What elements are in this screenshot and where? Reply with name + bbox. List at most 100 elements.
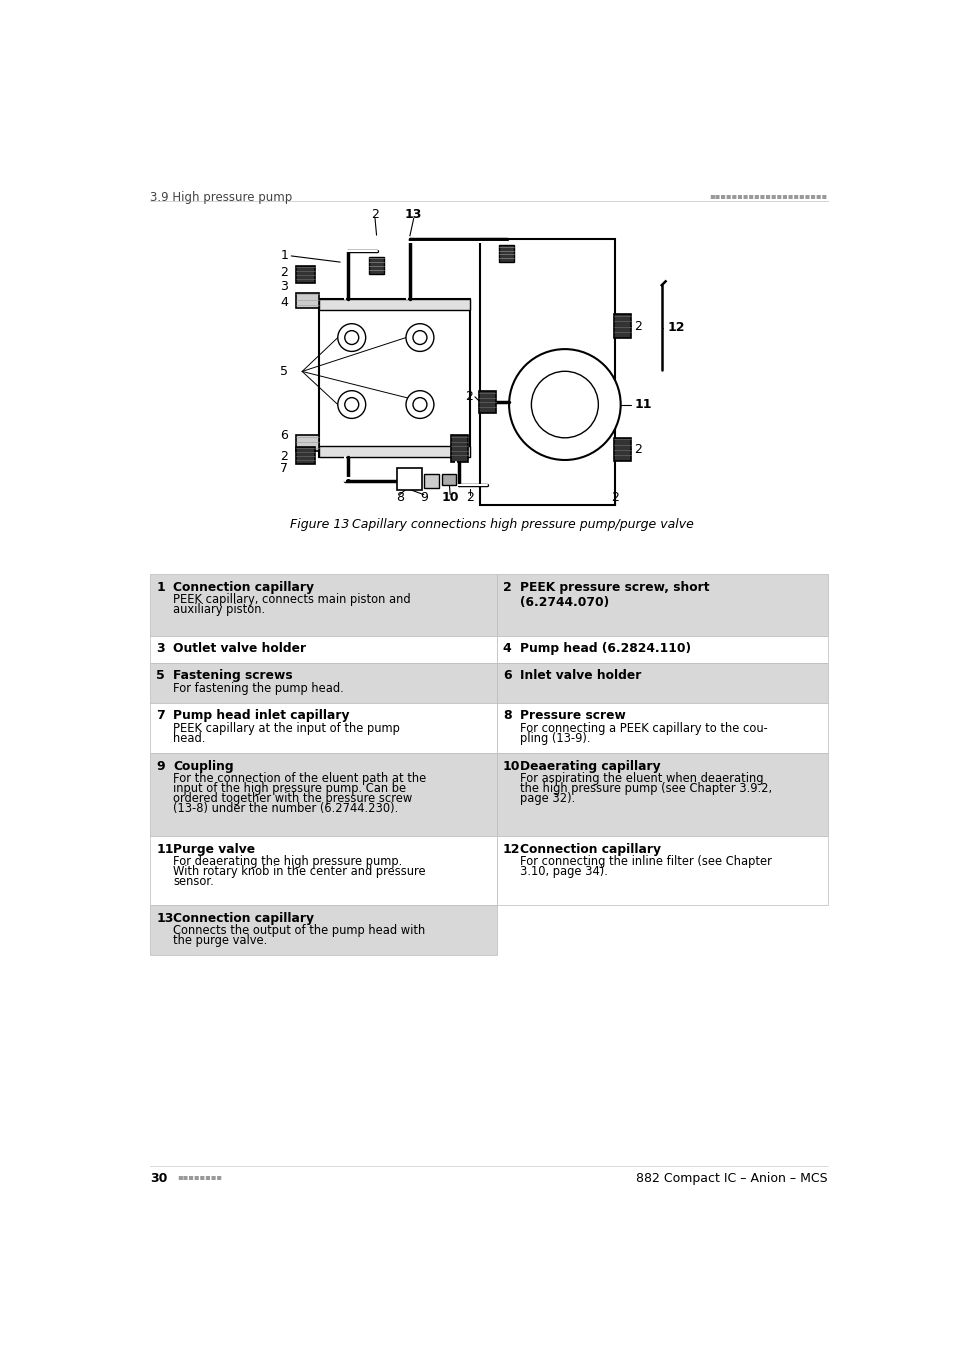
Bar — [150, 904, 497, 954]
Text: 11: 11 — [634, 398, 652, 410]
Circle shape — [406, 324, 434, 351]
Text: 1: 1 — [280, 250, 288, 262]
Text: 882 Compact IC – Anion – MCS: 882 Compact IC – Anion – MCS — [636, 1172, 827, 1185]
Bar — [613, 437, 630, 460]
Text: Connection capillary: Connection capillary — [173, 913, 314, 925]
Text: For connecting a PEEK capillary to the cou-: For connecting a PEEK capillary to the c… — [519, 722, 767, 734]
Bar — [295, 293, 319, 308]
Text: Connection capillary: Connection capillary — [519, 842, 660, 856]
Text: 12: 12 — [667, 321, 685, 333]
Text: 4: 4 — [502, 643, 511, 656]
Text: 7: 7 — [156, 710, 165, 722]
Bar — [497, 702, 827, 752]
Text: input of the high pressure pump. Can be: input of the high pressure pump. Can be — [173, 782, 406, 795]
Text: ordered together with the pressure screw: ordered together with the pressure screw — [173, 792, 413, 805]
Text: page 32).: page 32). — [519, 792, 575, 805]
Circle shape — [509, 350, 620, 460]
Text: Capillary connections high pressure pump/purge valve: Capillary connections high pressure pump… — [352, 518, 693, 531]
Text: 9: 9 — [419, 491, 427, 504]
Text: pling (13-9).: pling (13-9). — [519, 732, 590, 745]
Bar — [423, 474, 439, 487]
Text: 3: 3 — [280, 281, 288, 293]
Bar — [479, 239, 615, 505]
Bar — [497, 636, 827, 663]
Text: Pump head (6.2824.110): Pump head (6.2824.110) — [519, 643, 690, 656]
Bar — [442, 474, 456, 486]
Text: Deaerating capillary: Deaerating capillary — [519, 760, 659, 772]
Bar — [319, 446, 470, 456]
Text: Connects the output of the pump head with: Connects the output of the pump head wit… — [173, 925, 425, 937]
Text: PEEK capillary, connects main piston and: PEEK capillary, connects main piston and — [173, 593, 411, 606]
Text: 5: 5 — [280, 364, 288, 378]
Text: 6: 6 — [280, 429, 288, 441]
Text: 10: 10 — [502, 760, 519, 772]
Bar — [613, 315, 630, 338]
Text: With rotary knob in the center and pressure: With rotary knob in the center and press… — [173, 865, 426, 878]
Text: 2: 2 — [371, 208, 378, 221]
Bar — [478, 392, 496, 413]
Text: 8: 8 — [502, 710, 511, 722]
Circle shape — [406, 390, 434, 418]
Text: Pressure screw: Pressure screw — [519, 710, 625, 722]
Text: 2: 2 — [611, 491, 618, 504]
Text: 2: 2 — [634, 443, 641, 456]
Text: auxiliary piston.: auxiliary piston. — [173, 603, 265, 616]
Text: For the connection of the eluent path at the: For the connection of the eluent path at… — [173, 772, 426, 784]
Circle shape — [413, 331, 427, 344]
Text: 2: 2 — [502, 580, 511, 594]
Circle shape — [337, 390, 365, 418]
Text: the purge valve.: the purge valve. — [173, 934, 268, 948]
Text: Purge valve: Purge valve — [173, 842, 255, 856]
Text: 9: 9 — [156, 760, 165, 772]
Text: For fastening the pump head.: For fastening the pump head. — [173, 682, 344, 695]
Circle shape — [344, 331, 358, 344]
Bar — [319, 300, 470, 310]
Bar — [295, 447, 315, 464]
Text: 10: 10 — [441, 491, 458, 504]
Bar — [150, 702, 497, 752]
Text: 2: 2 — [634, 320, 641, 332]
Bar — [150, 663, 497, 702]
Text: 3.10, page 34).: 3.10, page 34). — [519, 865, 607, 878]
Text: 3.9 High pressure pump: 3.9 High pressure pump — [150, 192, 293, 204]
Bar — [497, 574, 827, 636]
Bar — [150, 836, 497, 904]
Bar — [396, 468, 421, 490]
Bar — [319, 300, 470, 456]
Text: Pump head inlet capillary: Pump head inlet capillary — [173, 710, 350, 722]
Text: 8: 8 — [395, 491, 403, 504]
Bar — [497, 836, 827, 904]
Bar — [497, 663, 827, 702]
Bar — [498, 246, 514, 262]
Text: 5: 5 — [156, 670, 165, 683]
Text: (13-8) under the number (6.2744.230).: (13-8) under the number (6.2744.230). — [173, 802, 398, 815]
Bar — [295, 435, 319, 451]
Text: head.: head. — [173, 732, 206, 745]
Bar — [150, 636, 497, 663]
Circle shape — [344, 398, 358, 412]
Bar — [150, 574, 497, 636]
Text: 6: 6 — [502, 670, 511, 683]
Text: ▪▪▪▪▪▪▪▪▪▪▪▪▪▪▪▪▪▪▪▪▪: ▪▪▪▪▪▪▪▪▪▪▪▪▪▪▪▪▪▪▪▪▪ — [709, 192, 827, 200]
Bar — [295, 266, 315, 283]
Circle shape — [413, 398, 427, 412]
Text: Outlet valve holder: Outlet valve holder — [173, 643, 306, 656]
Bar — [150, 752, 497, 836]
Text: 4: 4 — [280, 297, 288, 309]
Text: ▪▪▪▪▪▪▪▪: ▪▪▪▪▪▪▪▪ — [177, 1172, 222, 1181]
Text: 7: 7 — [280, 462, 288, 475]
Text: 3: 3 — [156, 643, 165, 656]
Bar — [497, 752, 827, 836]
Text: Connection capillary: Connection capillary — [173, 580, 314, 594]
Text: PEEK capillary at the input of the pump: PEEK capillary at the input of the pump — [173, 722, 400, 734]
Text: PEEK pressure screw, short
(6.2744.070): PEEK pressure screw, short (6.2744.070) — [519, 580, 709, 609]
Circle shape — [337, 324, 365, 351]
Text: 12: 12 — [502, 842, 519, 856]
Text: sensor.: sensor. — [173, 875, 214, 888]
Text: 13: 13 — [405, 208, 422, 221]
Text: For deaerating the high pressure pump.: For deaerating the high pressure pump. — [173, 855, 402, 868]
Text: Figure 13: Figure 13 — [290, 518, 349, 531]
Text: 2: 2 — [464, 390, 472, 404]
Text: 30: 30 — [150, 1172, 168, 1185]
Text: 2: 2 — [466, 491, 474, 504]
